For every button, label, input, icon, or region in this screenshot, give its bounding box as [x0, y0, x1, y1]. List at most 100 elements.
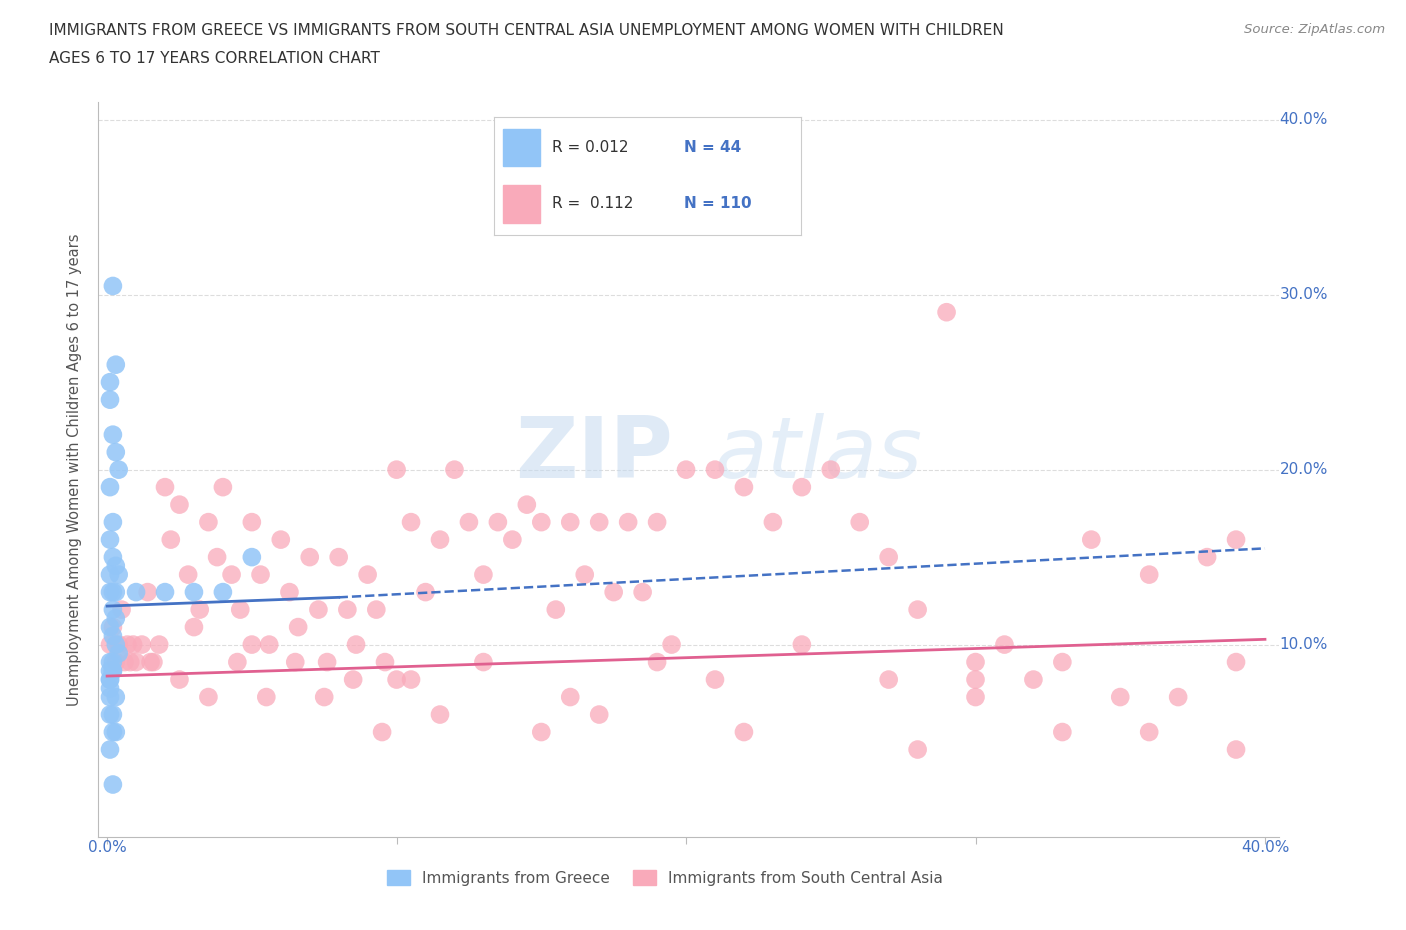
Point	[270, 532, 292, 547]
Point	[1137, 567, 1160, 582]
Text: 40.0%: 40.0%	[1241, 841, 1289, 856]
Point	[101, 663, 124, 678]
Text: Source: ZipAtlas.com: Source: ZipAtlas.com	[1244, 23, 1385, 36]
Point	[762, 514, 785, 529]
Point	[645, 655, 668, 670]
Point	[107, 645, 129, 660]
Text: 40.0%: 40.0%	[1279, 113, 1327, 127]
Point	[645, 514, 668, 529]
Point	[104, 558, 127, 573]
Y-axis label: Unemployment Among Women with Children Ages 6 to 17 years: Unemployment Among Women with Children A…	[67, 233, 83, 706]
Point	[631, 585, 654, 600]
Point	[1197, 550, 1219, 565]
Point	[254, 690, 277, 705]
Point	[617, 514, 640, 529]
Point	[101, 629, 124, 644]
Point	[907, 602, 929, 617]
Point	[1137, 724, 1160, 739]
Legend: Immigrants from Greece, Immigrants from South Central Asia: Immigrants from Greece, Immigrants from …	[381, 864, 949, 892]
Point	[1225, 742, 1247, 757]
Point	[98, 663, 121, 678]
Point	[965, 655, 987, 670]
Point	[336, 602, 359, 617]
Point	[560, 514, 582, 529]
Point	[101, 514, 124, 529]
Point	[307, 602, 329, 617]
Point	[371, 724, 394, 739]
Point	[704, 462, 727, 477]
Point	[104, 585, 127, 600]
Point	[101, 427, 124, 442]
Point	[385, 462, 408, 477]
Point	[205, 550, 228, 565]
Point	[131, 637, 153, 652]
Point	[877, 550, 900, 565]
Point	[1109, 690, 1132, 705]
Point	[704, 672, 727, 687]
Point	[98, 532, 121, 547]
Point	[226, 655, 249, 670]
Point	[101, 655, 124, 670]
Text: 0.0%: 0.0%	[87, 841, 127, 856]
Point	[257, 637, 280, 652]
Point	[98, 375, 121, 390]
Point	[415, 585, 437, 600]
Point	[443, 462, 465, 477]
Point	[98, 655, 121, 670]
Point	[197, 514, 219, 529]
Point	[125, 585, 148, 600]
Point	[101, 724, 124, 739]
Point	[117, 637, 139, 652]
Point	[188, 602, 211, 617]
Point	[314, 690, 336, 705]
Point	[240, 514, 263, 529]
Text: 30.0%: 30.0%	[1279, 287, 1327, 302]
Point	[877, 672, 900, 687]
Point	[104, 357, 127, 372]
Point	[122, 637, 145, 652]
Point	[101, 619, 124, 634]
Point	[675, 462, 697, 477]
Point	[965, 690, 987, 705]
Point	[107, 567, 129, 582]
Point	[101, 585, 124, 600]
Point	[1022, 672, 1045, 687]
Text: atlas: atlas	[714, 414, 922, 497]
Point	[104, 445, 127, 459]
Point	[356, 567, 378, 582]
Point	[965, 672, 987, 687]
Point	[574, 567, 596, 582]
Point	[486, 514, 509, 529]
Point	[848, 514, 870, 529]
Point	[287, 619, 309, 634]
Point	[98, 672, 121, 687]
Point	[1052, 724, 1074, 739]
Point	[530, 724, 553, 739]
Point	[472, 567, 495, 582]
Point	[472, 655, 495, 670]
Point	[136, 585, 159, 600]
Text: ZIP: ZIP	[516, 414, 673, 497]
Point	[125, 655, 148, 670]
Point	[588, 707, 610, 722]
Point	[385, 672, 408, 687]
Point	[366, 602, 388, 617]
Point	[197, 690, 219, 705]
Point	[429, 532, 451, 547]
Point	[212, 585, 235, 600]
Point	[733, 724, 755, 739]
Point	[399, 672, 422, 687]
Point	[98, 637, 121, 652]
Point	[530, 514, 553, 529]
Point	[733, 480, 755, 495]
Point	[458, 514, 481, 529]
Text: IMMIGRANTS FROM GREECE VS IMMIGRANTS FROM SOUTH CENTRAL ASIA UNEMPLOYMENT AMONG : IMMIGRANTS FROM GREECE VS IMMIGRANTS FRO…	[49, 23, 1004, 38]
Point	[142, 655, 165, 670]
Point	[98, 681, 121, 696]
Point	[249, 567, 271, 582]
Point	[98, 742, 121, 757]
Point	[328, 550, 350, 565]
Point	[820, 462, 842, 477]
Point	[935, 305, 957, 320]
Point	[107, 462, 129, 477]
